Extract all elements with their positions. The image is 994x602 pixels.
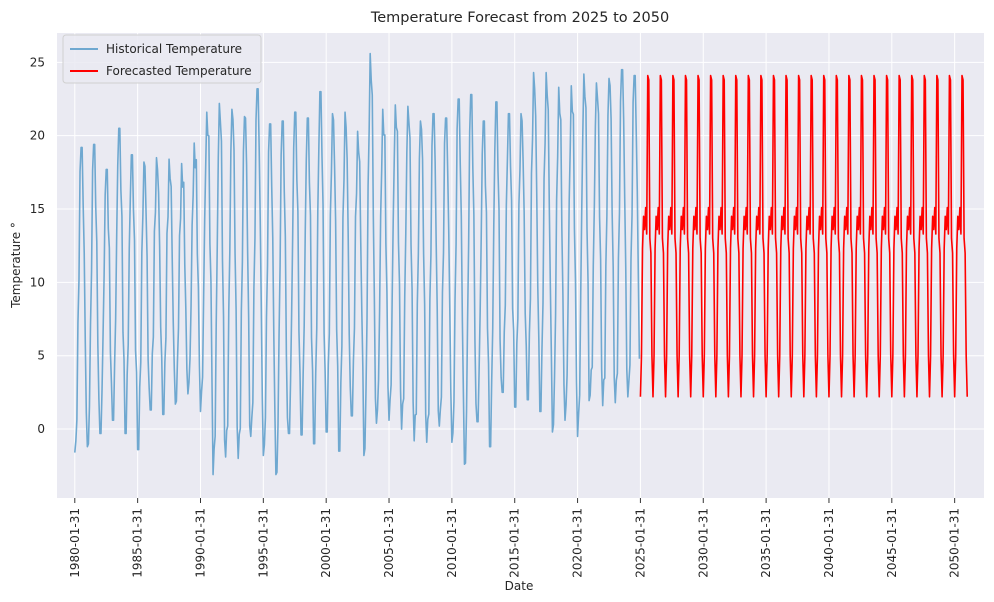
series-layer: [73, 52, 969, 476]
x-tick-label: 1990-01-31: [193, 508, 207, 578]
y-tick-label: 0: [37, 422, 45, 436]
legend-box: [62, 34, 262, 84]
x-tick-label: 1980-01-31: [68, 508, 82, 578]
x-tick-label: 2020-01-31: [571, 508, 585, 578]
x-tick-label: 2010-01-31: [445, 508, 459, 578]
x-tick-label: 2045-01-31: [885, 508, 899, 578]
x-tick-label: 2025-01-31: [633, 508, 647, 578]
chart-title: Temperature Forecast from 2025 to 2050: [370, 10, 669, 26]
x-tick-label: 2015-01-31: [508, 508, 522, 578]
y-tick-label: 15: [30, 202, 45, 216]
x-tick-label: 2035-01-31: [759, 508, 773, 578]
x-tick-label: 2005-01-31: [382, 508, 396, 578]
x-tick-label: 2000-01-31: [319, 508, 333, 578]
historical-temperature-line: [73, 52, 641, 476]
x-tick-label: 2040-01-31: [822, 508, 836, 578]
y-tick-label: 10: [30, 275, 45, 289]
x-axis-label: Date: [505, 579, 534, 593]
y-ticks: 0 5 10 15 20 25: [30, 55, 45, 436]
legend: Historical Temperature Forecasted Temper…: [62, 34, 262, 84]
legend-label-forecast: Forecasted Temperature: [106, 64, 252, 78]
x-tick-label: 2030-01-31: [696, 508, 710, 578]
legend-label-historical: Historical Temperature: [106, 42, 242, 56]
plot-background: [57, 33, 984, 498]
x-ticks: 1980-01-31 1985-01-31 1990-01-31 1995-01-31…: [68, 498, 962, 578]
x-tick-label: 1985-01-31: [131, 508, 145, 578]
forecasted-temperature-line: [639, 74, 969, 398]
y-tick-label: 20: [30, 129, 45, 143]
y-axis-label: Temperature °: [9, 222, 23, 309]
y-tick-label: 25: [30, 55, 45, 69]
x-tick-label: 2050-01-31: [948, 508, 962, 578]
y-tick-label: 5: [37, 349, 45, 363]
x-tick-label: 1995-01-31: [256, 508, 270, 578]
